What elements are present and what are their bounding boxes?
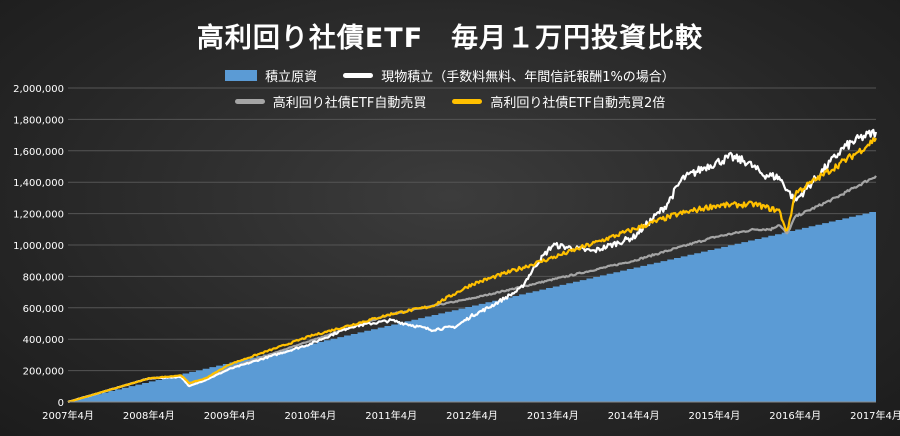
y-tick-label-5: 1,000,000 <box>13 241 64 252</box>
legend-swatch-spot <box>343 73 374 78</box>
legend-row-2: 高利回り社債ETF自動売買 高利回り社債ETF自動売買2倍 <box>0 92 900 111</box>
legend-label-etf2x: 高利回り社債ETF自動売買2倍 <box>490 96 666 111</box>
y-tick-label-1: 200,000 <box>23 367 64 378</box>
y-tick-label-2: 400,000 <box>23 335 64 346</box>
series-area-accumulated <box>68 210 876 402</box>
legend-row-1: 積立原資 現物積立（手数料無料、年間信託報酬1%の場合） <box>0 66 900 85</box>
x-tick-label-10: 2017年4月 <box>850 409 900 422</box>
legend-swatch-etf <box>234 99 265 104</box>
x-tick-label-9: 2016年4月 <box>769 409 821 422</box>
x-tick-label-5: 2012年4月 <box>446 409 498 422</box>
y-tick-label-4: 800,000 <box>23 272 64 283</box>
series-line-spot <box>67 128 878 404</box>
series-line-etf2x <box>67 137 877 403</box>
legend-swatch-accumulated <box>225 70 258 81</box>
x-tick-label-8: 2015年4月 <box>688 409 740 422</box>
legend-label-accumulated: 積立原資 <box>265 70 318 85</box>
chart-title: 高利回り社債ETF 毎月１万円投資比較 <box>196 23 704 54</box>
y-tick-label-9: 1,800,000 <box>13 115 64 126</box>
x-tick-label-2: 2009年4月 <box>204 409 256 422</box>
y-tick-label-0: 0 <box>58 398 64 409</box>
y-tick-label-3: 600,000 <box>23 304 64 315</box>
x-tick-label-1: 2008年4月 <box>123 409 175 422</box>
legend-label-etf: 高利回り社債ETF自動売買 <box>272 96 427 111</box>
y-tick-label-8: 1,600,000 <box>13 147 64 158</box>
x-tick-label-4: 2011年4月 <box>365 409 417 422</box>
x-tick-label-6: 2013年4月 <box>527 409 579 422</box>
y-tick-label-6: 1,200,000 <box>13 210 64 221</box>
x-tick-label-7: 2014年4月 <box>608 409 660 422</box>
x-tick-label-3: 2010年4月 <box>284 409 336 422</box>
legend-label-spot: 現物積立（手数料無料、年間信託報酬1%の場合） <box>381 70 675 85</box>
legend-item-accumulated: 積立原資 <box>225 66 317 85</box>
legend-item-etf: 高利回り社債ETF自動売買 <box>234 92 427 111</box>
x-tick-label-0: 2007年4月 <box>42 409 94 422</box>
y-tick-label-7: 1,400,000 <box>13 178 64 189</box>
legend-swatch-etf2x <box>452 99 483 104</box>
y-tick-label-10: 2,000,000 <box>13 84 64 95</box>
legend-item-etf2x: 高利回り社債ETF自動売買2倍 <box>452 92 665 111</box>
legend-item-spot: 現物積立（手数料無料、年間信託報酬1%の場合） <box>343 66 675 85</box>
